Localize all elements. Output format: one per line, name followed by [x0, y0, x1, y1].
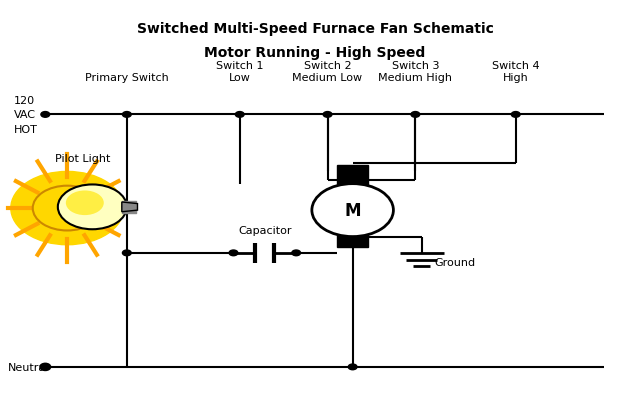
Circle shape	[40, 364, 50, 370]
Text: Capacitor: Capacitor	[238, 225, 292, 235]
Circle shape	[41, 112, 50, 118]
Circle shape	[33, 186, 101, 231]
Circle shape	[312, 184, 393, 237]
Text: M: M	[345, 202, 361, 220]
Circle shape	[411, 112, 420, 118]
Text: Switch 3
Medium High: Switch 3 Medium High	[379, 61, 452, 83]
Text: Motor Running - High Speed: Motor Running - High Speed	[204, 46, 426, 60]
Circle shape	[66, 191, 104, 216]
Circle shape	[512, 112, 520, 118]
FancyBboxPatch shape	[337, 227, 369, 247]
Circle shape	[229, 250, 238, 256]
Text: Switch 1
Low: Switch 1 Low	[216, 61, 263, 83]
Text: HOT: HOT	[14, 124, 38, 134]
Circle shape	[292, 250, 301, 256]
Circle shape	[323, 112, 332, 118]
Circle shape	[236, 112, 244, 118]
Polygon shape	[122, 202, 137, 212]
Text: Primary Switch: Primary Switch	[85, 73, 169, 83]
Text: Switched Multi-Speed Furnace Fan Schematic: Switched Multi-Speed Furnace Fan Schemat…	[137, 22, 493, 36]
Circle shape	[122, 250, 131, 256]
Circle shape	[122, 112, 131, 118]
Circle shape	[122, 204, 131, 210]
Circle shape	[58, 185, 127, 230]
Text: VAC: VAC	[14, 110, 36, 120]
Circle shape	[348, 364, 357, 370]
Text: Switch 2
Medium Low: Switch 2 Medium Low	[292, 61, 363, 83]
FancyBboxPatch shape	[337, 166, 369, 186]
Text: Pilot Light: Pilot Light	[55, 154, 111, 164]
Text: Ground: Ground	[434, 257, 475, 267]
Circle shape	[41, 364, 50, 370]
Text: 120: 120	[14, 96, 35, 106]
Circle shape	[11, 172, 123, 245]
Text: Switch 4
High: Switch 4 High	[492, 61, 539, 83]
Text: Neutral: Neutral	[8, 362, 49, 372]
